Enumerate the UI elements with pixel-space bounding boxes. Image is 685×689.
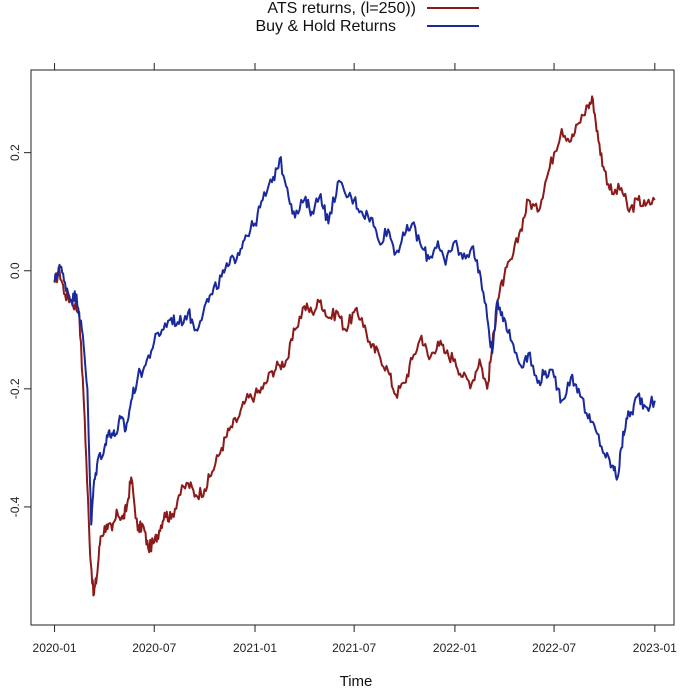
legend-label-buy-hold: Buy & Hold Returns xyxy=(255,18,396,35)
x-tick-label: 2021-01 xyxy=(233,641,277,655)
x-tick-label: 2020-07 xyxy=(132,641,176,655)
plot-frame xyxy=(30,69,675,626)
series-line-ats xyxy=(53,95,656,597)
x-tick-label: 2022-07 xyxy=(532,641,576,655)
y-tick-label: 0.2 xyxy=(8,144,22,161)
y-axis: -0.4 -0.2 0.0 0.2 xyxy=(8,144,31,517)
x-axis-title: Time xyxy=(340,673,373,689)
y-tick-label: -0.4 xyxy=(8,496,22,517)
x-tick-label: 2020-01 xyxy=(33,641,77,655)
legend: ATS returns, (l=250)) Buy & Hold Returns xyxy=(255,0,479,35)
x-tick-label: 2021-07 xyxy=(332,641,376,655)
y-tick-label: 0.0 xyxy=(8,262,22,279)
x-tick-label: 2022-01 xyxy=(433,641,477,655)
series-line-buy-hold xyxy=(53,156,656,526)
x-tick-label: 2023-01 xyxy=(633,641,677,655)
legend-label-ats: ATS returns, (l=250)) xyxy=(267,0,416,17)
series-layer xyxy=(53,95,656,597)
x-axis: 2020-01 2020-07 2021-01 2021-07 2022-01 2022-… xyxy=(33,63,677,655)
y-tick-label: -0.2 xyxy=(8,378,22,399)
